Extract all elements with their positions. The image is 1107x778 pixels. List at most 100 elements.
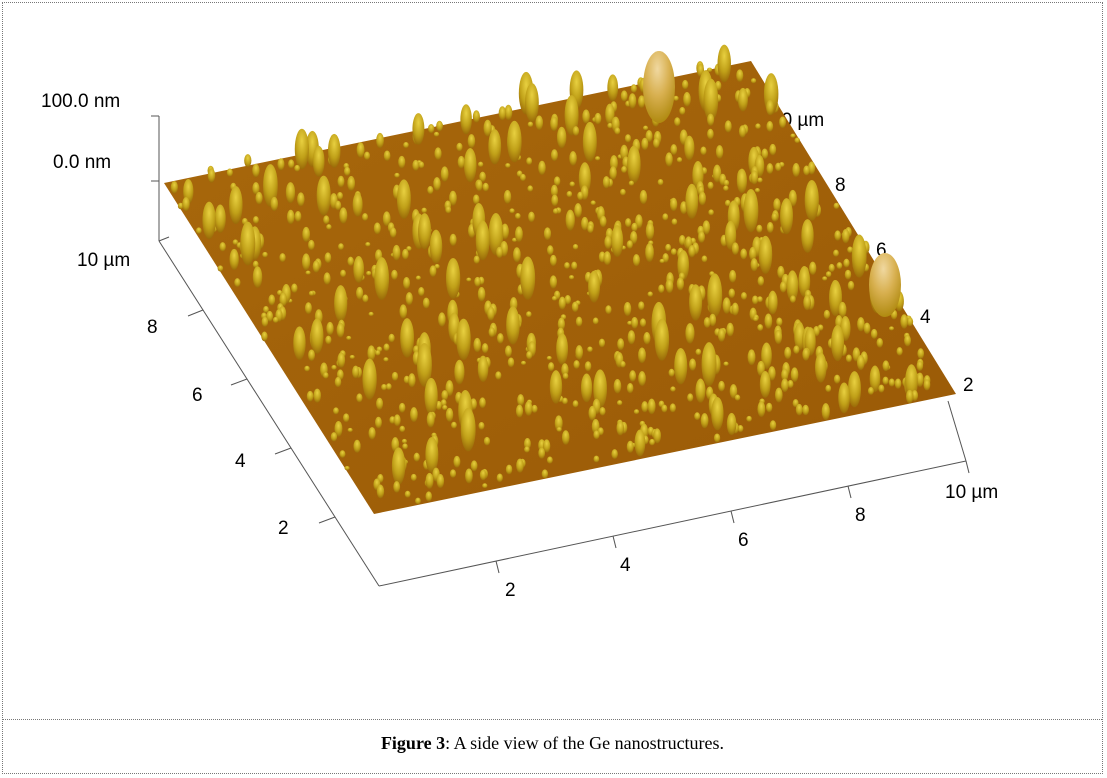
nanostructure — [582, 109, 590, 124]
nanostructure — [707, 128, 714, 140]
nanostructure — [876, 337, 883, 348]
nanostructure — [674, 117, 681, 127]
nanostructure — [781, 368, 789, 382]
nanostructure — [472, 194, 480, 205]
nanostructure — [669, 403, 676, 413]
nanostructure — [177, 202, 184, 210]
nanostructure — [769, 420, 777, 431]
nanostructure — [418, 287, 425, 297]
nanostructure — [268, 294, 276, 306]
nanostructure — [323, 215, 330, 225]
nanostructure — [410, 407, 418, 423]
nanostructure — [757, 401, 766, 418]
nanostructure — [528, 211, 535, 223]
nanostructure — [356, 286, 364, 300]
nanostructure — [277, 158, 285, 171]
nanostructure — [543, 227, 552, 241]
nanostructure — [403, 141, 409, 149]
nanostructure — [658, 284, 665, 294]
nanostructure — [270, 196, 279, 212]
nanostructure — [836, 262, 843, 270]
nanostructure — [418, 213, 432, 250]
nanostructure — [460, 104, 472, 135]
nanostructure — [647, 291, 653, 297]
nanostructure — [279, 292, 287, 307]
nanostructure — [546, 456, 553, 464]
nanostructure — [611, 449, 618, 460]
nanostructure — [833, 202, 840, 210]
nanostructure — [572, 126, 580, 137]
nanostructure — [905, 389, 914, 404]
nanostructure — [337, 352, 346, 368]
nanostructure — [756, 224, 763, 233]
nanostructure — [631, 316, 639, 329]
nanostructure — [629, 230, 638, 245]
nanostructure — [711, 396, 724, 431]
nanostructure — [293, 326, 306, 361]
nanostructure — [219, 242, 226, 252]
nanostructure — [578, 162, 591, 195]
nanostructure — [749, 246, 757, 261]
nanostructure — [628, 93, 637, 109]
nanostructure — [713, 433, 721, 443]
nanostructure — [882, 360, 890, 372]
nanostructure — [764, 313, 773, 329]
nanostructure — [757, 177, 763, 183]
nanostructure — [645, 222, 655, 240]
nanostructure — [784, 346, 792, 360]
nanostructure — [347, 256, 354, 267]
nanostructure — [632, 254, 640, 267]
nanostructure — [547, 362, 555, 372]
nanostructure — [753, 316, 759, 322]
nanostructure — [339, 450, 346, 458]
nanostructure — [338, 243, 344, 251]
nanostructure — [831, 324, 845, 362]
nanostructure — [724, 199, 731, 207]
nanostructure — [792, 163, 800, 178]
nanostructure — [367, 345, 376, 362]
nanostructure — [869, 253, 901, 317]
nanostructure — [441, 390, 449, 401]
nanostructure — [838, 301, 847, 318]
right-axis-label: 2 — [963, 375, 974, 396]
nanostructure — [473, 337, 482, 353]
nanostructure — [822, 276, 828, 281]
nanostructure — [356, 393, 363, 403]
nanostructure — [415, 275, 421, 281]
nanostructure — [294, 211, 302, 222]
nanostructure — [599, 407, 606, 416]
nanostructure — [729, 269, 737, 283]
nanostructure — [582, 121, 597, 162]
nanostructure — [847, 280, 855, 291]
nanostructure — [232, 239, 239, 246]
nanostructure — [376, 397, 384, 410]
nanostructure — [416, 343, 432, 387]
nanostructure — [637, 95, 646, 109]
nanostructure — [340, 269, 346, 278]
nanostructure — [252, 260, 259, 269]
nanostructure — [561, 430, 570, 445]
nanostructure — [882, 376, 889, 385]
nanostructure — [750, 78, 757, 84]
nanostructure — [847, 371, 861, 408]
nanostructure — [385, 383, 392, 390]
nanostructure — [505, 464, 513, 475]
nanostructure — [616, 420, 625, 436]
nanostructure — [750, 170, 759, 185]
nanostructure — [689, 284, 703, 321]
nanostructure — [654, 318, 670, 361]
nanostructure — [477, 286, 486, 302]
nanostructure — [551, 296, 558, 301]
nanostructure — [643, 51, 675, 123]
nanostructure — [766, 120, 774, 132]
bottom-axis-label: 6 — [738, 530, 749, 551]
bottom-axis-label: 8 — [855, 505, 866, 526]
nanostructure — [685, 183, 699, 219]
nanostructure — [802, 404, 809, 416]
nanostructure — [638, 371, 646, 387]
nanostructure — [252, 216, 259, 224]
nanostructure — [781, 378, 789, 393]
nanostructure — [285, 182, 296, 204]
nanostructure — [425, 436, 439, 473]
nanostructure — [401, 248, 409, 260]
